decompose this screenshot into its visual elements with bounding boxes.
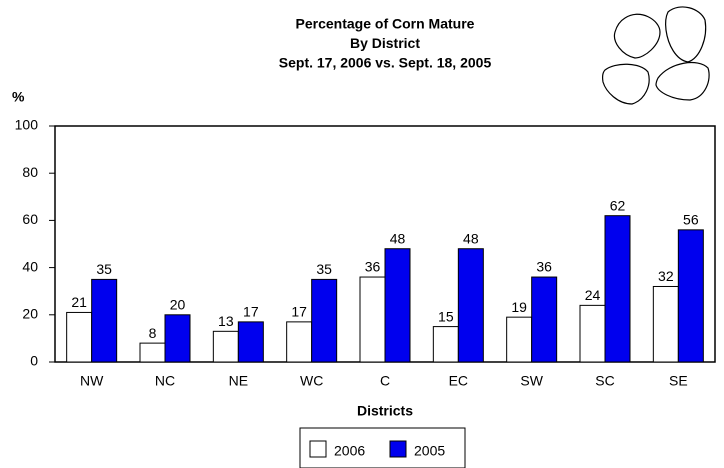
chart-title: Sept. 17, 2006 vs. Sept. 18, 2005 <box>279 55 492 71</box>
x-tick-label: NW <box>80 373 104 389</box>
y-tick-label: 80 <box>22 164 38 180</box>
bar <box>605 216 630 362</box>
bar <box>360 277 385 362</box>
value-label: 13 <box>218 313 234 329</box>
value-label: 19 <box>511 299 527 315</box>
x-tick-label: NE <box>229 373 248 389</box>
chart-title: By District <box>350 35 420 51</box>
bar <box>385 249 410 362</box>
value-label: 32 <box>658 268 674 284</box>
y-tick-label: 60 <box>22 211 38 227</box>
x-tick-label: SE <box>669 373 688 389</box>
chart: Percentage of Corn Mature By District Sept… <box>0 0 724 468</box>
value-label: 15 <box>438 308 454 324</box>
bar <box>433 327 458 362</box>
chart-title: Percentage of Corn Mature <box>296 16 475 32</box>
value-label: 35 <box>316 261 332 277</box>
value-label: 24 <box>585 287 601 303</box>
bar <box>238 322 263 362</box>
bar <box>312 279 337 362</box>
x-tick-label: SW <box>520 373 543 389</box>
value-label: 20 <box>170 297 186 313</box>
value-label: 48 <box>463 230 479 246</box>
value-label: 62 <box>610 197 626 213</box>
bar <box>213 331 238 362</box>
bar <box>678 230 703 362</box>
value-label: 48 <box>390 230 406 246</box>
value-label: 8 <box>149 325 157 341</box>
x-axis-label: Districts <box>357 403 413 419</box>
bar <box>653 286 678 362</box>
value-label: 36 <box>365 259 381 275</box>
corn-icon <box>603 7 710 104</box>
y-tick-label: 100 <box>15 117 39 133</box>
bar <box>67 312 92 362</box>
value-label: 36 <box>536 259 552 275</box>
y-axis-label: % <box>12 89 25 105</box>
y-tick-label: 20 <box>22 306 38 322</box>
value-label: 35 <box>96 261 112 277</box>
bar <box>92 279 117 362</box>
legend-label: 2006 <box>334 443 365 459</box>
bar <box>580 305 605 362</box>
legend-swatch <box>310 441 326 457</box>
x-tick-label: SC <box>595 373 614 389</box>
bar <box>165 315 190 362</box>
x-tick-label: EC <box>449 373 468 389</box>
bar <box>458 249 483 362</box>
bar <box>507 317 532 362</box>
x-tick-label: C <box>380 373 390 389</box>
legend-label: 2005 <box>414 443 445 459</box>
bar <box>140 343 165 362</box>
bar <box>532 277 557 362</box>
value-label: 21 <box>71 294 87 310</box>
y-tick-label: 40 <box>22 258 38 274</box>
x-tick-label: NC <box>155 373 175 389</box>
legend-swatch <box>390 441 406 457</box>
value-label: 17 <box>243 304 259 320</box>
bar <box>287 322 312 362</box>
y-tick-label: 0 <box>30 353 38 369</box>
value-label: 17 <box>291 304 307 320</box>
value-label: 56 <box>683 212 699 228</box>
x-tick-label: WC <box>300 373 323 389</box>
